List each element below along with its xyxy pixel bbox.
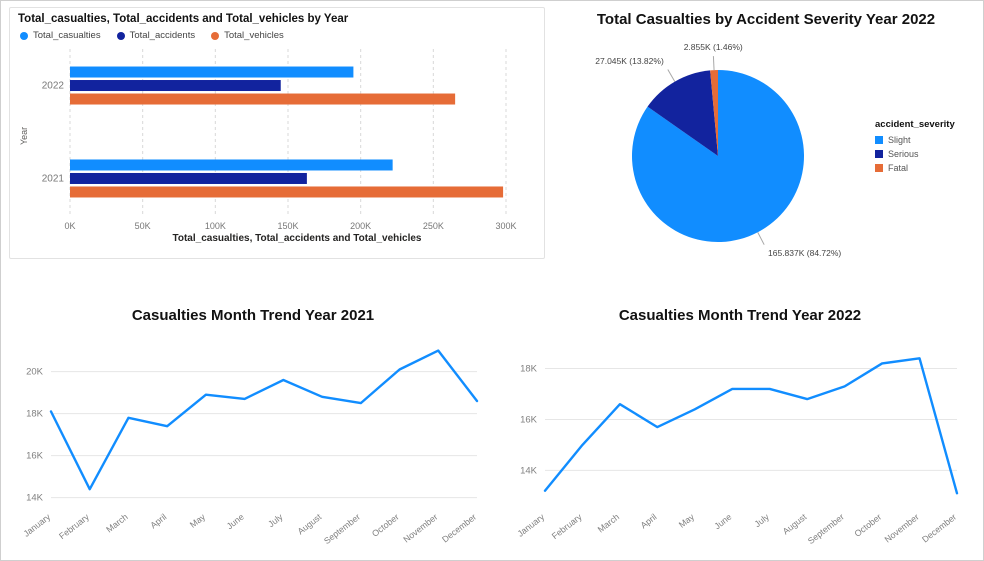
panel-bar-chart: Total_casualties, Total_accidents and To… [9, 7, 545, 259]
bar-chart-body: Year 0K 50K 100K 150K 200K 250K 300K 2022 2021 [18, 43, 536, 235]
pie-chart-body: 165.837K (84.72%) 27.045K (13.82%) 2.855K … [553, 28, 979, 268]
svg-text:October: October [370, 512, 401, 539]
svg-text:14K: 14K [520, 465, 538, 476]
svg-text:November: November [401, 512, 439, 545]
svg-text:May: May [188, 511, 208, 529]
svg-text:December: December [920, 512, 958, 545]
svg-text:2.855K (1.46%): 2.855K (1.46%) [684, 42, 743, 52]
svg-text:300K: 300K [495, 221, 516, 231]
svg-text:2022: 2022 [42, 81, 65, 92]
svg-text:100K: 100K [205, 221, 226, 231]
panel-line-2021: Casualties Month Trend Year 2021 14K 16K 1… [7, 299, 499, 559]
svg-text:August: August [296, 511, 324, 536]
line-2021-svg[interactable]: 14K 16K 18K 20K January February March April May… [7, 326, 493, 558]
legend-item-label: Total_accidents [129, 30, 196, 41]
svg-text:20K: 20K [26, 367, 44, 378]
svg-text:150K: 150K [277, 221, 298, 231]
bar-chart-title: Total_casualties, Total_accidents and To… [18, 13, 349, 25]
svg-text:16K: 16K [520, 414, 538, 425]
legend-marker-icon [211, 31, 220, 40]
svg-text:250K: 250K [423, 221, 444, 231]
svg-text:February: February [550, 511, 584, 541]
svg-text:March: March [596, 512, 622, 535]
bar-chart-svg[interactable]: 0K 50K 100K 150K 200K 250K 300K 2022 2021 [30, 43, 520, 235]
svg-text:200K: 200K [350, 221, 371, 231]
legend-marker-icon [875, 136, 883, 144]
legend-item-label: Total_casualties [33, 30, 101, 41]
pie-chart-svg[interactable]: 165.837K (84.72%) 27.045K (13.82%) 2.855K … [553, 28, 875, 268]
svg-text:18K: 18K [520, 364, 538, 375]
legend-marker-icon [20, 31, 28, 40]
bar-chart-legend: Total_casualties Total_accidents Total_v… [20, 30, 536, 41]
line-2021-title: Casualties Month Trend Year 2021 [131, 307, 375, 324]
svg-text:July: July [752, 511, 771, 529]
svg-text:March: March [104, 512, 130, 535]
pie-chart-title: Total Casualties by Accident Severity Ye… [596, 11, 936, 28]
panel-pie-chart: Total Casualties by Accident Severity Ye… [553, 5, 979, 295]
bar-x-axis-label: Total_casualties, Total_accidents and To… [172, 233, 422, 244]
svg-text:June: June [225, 512, 246, 532]
svg-text:June: June [712, 512, 733, 532]
legend-item-slight[interactable]: Slight [875, 135, 979, 145]
bar-y-axis-label: Year [19, 126, 29, 145]
legend-item-label: Total_vehicles [224, 30, 284, 41]
svg-text:January: January [515, 511, 546, 539]
svg-text:2021: 2021 [42, 173, 65, 184]
line-2022-svg[interactable]: 14K 16K 18K January February March April May Jun… [501, 326, 973, 558]
legend-item-label: Serious [888, 149, 919, 159]
svg-text:16K: 16K [26, 451, 44, 462]
legend-item-label: Fatal [888, 163, 909, 173]
svg-text:165.837K (84.72%): 165.837K (84.72%) [768, 248, 841, 258]
svg-text:50K: 50K [135, 221, 151, 231]
legend-item-total-accidents[interactable]: Total_accidents [116, 30, 196, 41]
pie-legend: accident_severity Slight Serious Fatal [875, 119, 979, 177]
svg-text:October: October [853, 512, 884, 539]
svg-text:February: February [57, 511, 91, 541]
legend-item-serious[interactable]: Serious [875, 149, 979, 159]
svg-text:April: April [148, 512, 168, 531]
legend-item-total-vehicles[interactable]: Total_vehicles [211, 30, 284, 41]
legend-item-label: Slight [888, 135, 911, 145]
svg-text:September: September [806, 512, 846, 546]
svg-text:July: July [266, 511, 285, 529]
legend-item-total-casualties[interactable]: Total_casualties [20, 30, 101, 41]
svg-text:January: January [21, 511, 52, 539]
svg-text:14K: 14K [26, 493, 44, 504]
svg-text:April: April [639, 512, 659, 531]
panel-line-2022: Casualties Month Trend Year 2022 14K 16K 1… [501, 299, 979, 559]
legend-marker-icon [116, 31, 125, 40]
legend-item-fatal[interactable]: Fatal [875, 163, 979, 173]
legend-marker-icon [875, 150, 883, 158]
svg-text:November: November [883, 512, 921, 545]
svg-text:27.045K (13.82%): 27.045K (13.82%) [595, 56, 664, 66]
line-2022-title: Casualties Month Trend Year 2022 [618, 307, 862, 324]
svg-text:August: August [781, 511, 809, 536]
svg-text:September: September [322, 512, 362, 546]
svg-text:18K: 18K [26, 409, 44, 420]
svg-text:December: December [440, 512, 478, 545]
svg-text:May: May [677, 511, 697, 529]
svg-text:0K: 0K [64, 221, 75, 231]
legend-marker-icon [875, 164, 883, 172]
pie-legend-title: accident_severity [875, 119, 955, 130]
